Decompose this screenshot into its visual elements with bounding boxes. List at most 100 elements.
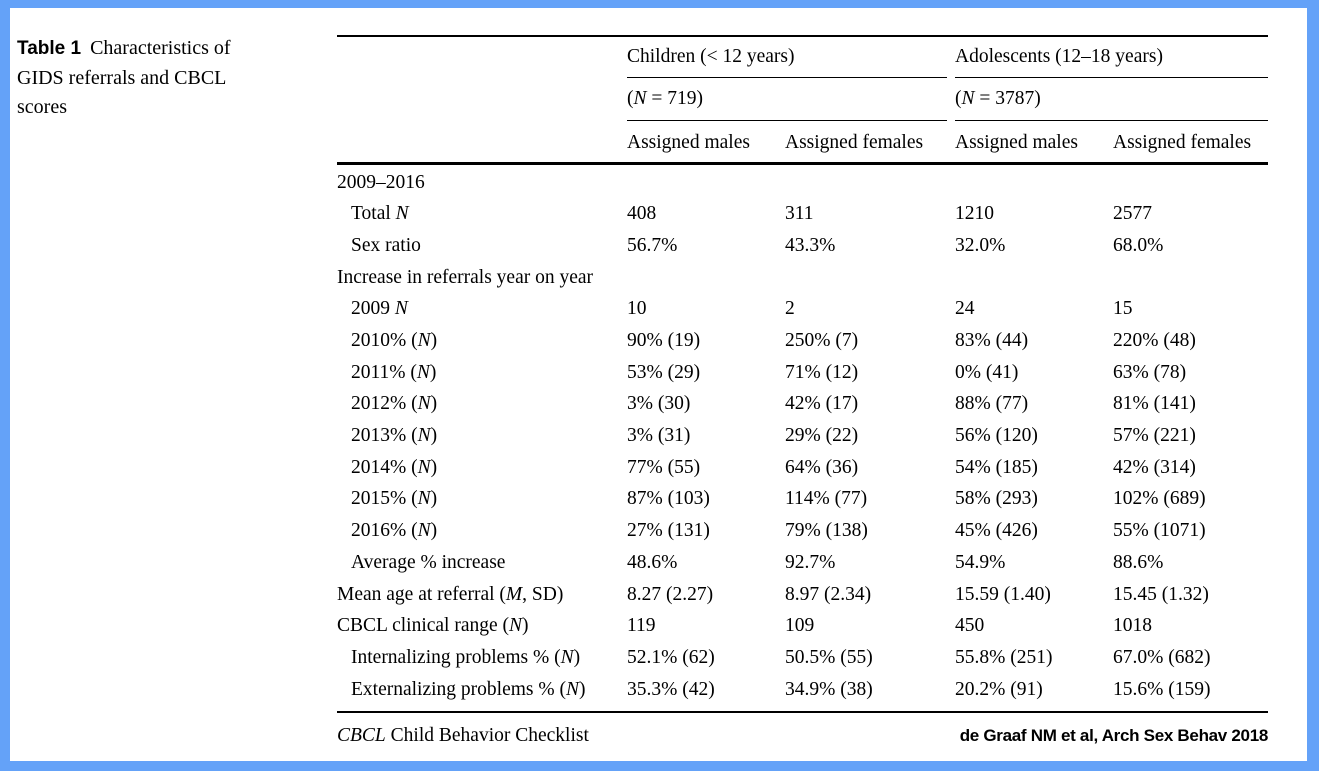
cell: 81% (141) [1113,393,1196,415]
cell: 408 [627,203,657,225]
cell: 53% (29) [627,361,701,383]
subheader-cell: Assigned males [955,131,1078,153]
cell [627,167,785,199]
cell: 88.6% [1113,551,1164,573]
cell: 54.9% [955,551,1006,573]
header-spacer [337,120,627,165]
cell: 50.5% (55) [785,646,873,668]
row-label: 2015% (N) [351,488,438,510]
subheader-cell: Assigned males [627,131,750,153]
row-label: 2010% (N) [351,330,438,352]
cell: 83% (44) [955,330,1029,352]
cell: 52.1% (62) [627,646,715,668]
cell: 79% (138) [785,520,868,542]
table-caption: Table 1 Characteristics of GIDS referrals… [17,34,277,123]
cell: 2577 [1113,203,1152,225]
cell [955,262,1113,294]
cell: 1018 [1113,615,1152,637]
caption-line: GIDS referrals and CBCL [17,66,227,89]
caption-label: Table 1 [17,38,82,59]
cell [1113,167,1268,199]
cell: 32.0% [955,234,1006,256]
cell: 102% (689) [1113,488,1206,510]
cell: 64% (36) [785,456,859,478]
cell: 15.6% (159) [1113,678,1211,700]
cell: 42% (314) [1113,456,1196,478]
header-spacer [337,78,627,121]
cell: 2 [785,298,795,320]
group-n-children: (N = 719) [627,78,947,121]
row-label: Mean age at referral (M, SD) [337,583,564,605]
cell: 8.97 (2.34) [785,583,872,605]
row-label: 2016% (N) [351,520,438,542]
row-label: 2012% (N) [351,393,438,415]
cell: 68.0% [1113,234,1164,256]
cell: 90% (19) [627,330,701,352]
cell: 29% (22) [785,425,859,447]
group-n-row: (N = 719) (N = 3787) [337,78,1268,121]
cell: 45% (426) [955,520,1038,542]
row-label: Internalizing problems % (N) [351,646,581,668]
cell [785,262,955,294]
cell: 24 [955,298,975,320]
cell: 109 [785,615,815,637]
article-table-figure: Table 1 Characteristics of GIDS referrals… [10,8,1307,761]
cell: 54% (185) [955,456,1038,478]
subheader-row: Assigned males Assigned females Assigned… [337,120,1268,162]
table-footer: CBCL Child Behavior Checklist de Graaf N… [337,725,1268,747]
cell: 450 [955,615,985,637]
cell: 87% (103) [627,488,710,510]
group-header-children: Children (< 12 years) [627,37,947,78]
cell: 3% (31) [627,425,691,447]
top-rule [337,35,1268,37]
cell [1113,262,1268,294]
caption-line: scores [17,96,67,118]
row-label: 2009 N [351,298,408,320]
cell: 1210 [955,203,994,225]
cell: 15.45 (1.32) [1113,583,1209,605]
cell: 55% (1071) [1113,520,1206,542]
cell: 34.9% (38) [785,678,873,700]
cell: 43.3% [785,234,836,256]
cell: 250% (7) [785,330,859,352]
cell [627,262,785,294]
bottom-rule [337,711,1268,713]
row-label: Average % increase [351,551,506,573]
row-label: Sex ratio [351,234,421,256]
cell: 67.0% (682) [1113,646,1211,668]
row-label: 2014% (N) [351,456,438,478]
subheader-cell: Assigned females [1113,131,1252,153]
data-table: Children (< 12 years) Adolescents (12–18… [337,35,1268,747]
cell: 57% (221) [1113,425,1196,447]
row-label: 2009–2016 [337,171,425,193]
header-body-divider-rule [337,161,1268,165]
cell: 35.3% (42) [627,678,715,700]
cell: 88% (77) [955,393,1029,415]
group-header-row: Children (< 12 years) Adolescents (12–18… [337,37,1268,78]
row-label: 2011% (N) [351,361,437,383]
caption-text: Characteristics of [90,37,231,59]
cell: 56.7% [627,234,678,256]
cell: 311 [785,203,814,225]
cell: 63% (78) [1113,361,1187,383]
row-label: Externalizing problems % (N) [351,678,586,700]
cell: 15 [1113,298,1133,320]
caption-line: Table 1 Characteristics of [17,34,277,64]
cell: 114% (77) [785,488,868,510]
table-body: 2009–2016 Total N 408 311 1210 2577 Sex ratio 5… [337,167,1268,706]
cell [955,167,1113,199]
cell: 119 [627,615,656,637]
subheader-cell: Assigned females [785,131,924,153]
cell: 56% (120) [955,425,1038,447]
group-header-adolescents: Adolescents (12–18 years) [955,37,1268,78]
cell: 58% (293) [955,488,1038,510]
cell: 3% (30) [627,393,691,415]
cell: 20.2% (91) [955,678,1043,700]
cell: 15.59 (1.40) [955,583,1051,605]
cell [785,167,955,199]
cell: 0% (41) [955,361,1019,383]
row-label: Increase in referrals year on year [337,266,594,288]
cell: 220% (48) [1113,330,1196,352]
cell: 77% (55) [627,456,701,478]
